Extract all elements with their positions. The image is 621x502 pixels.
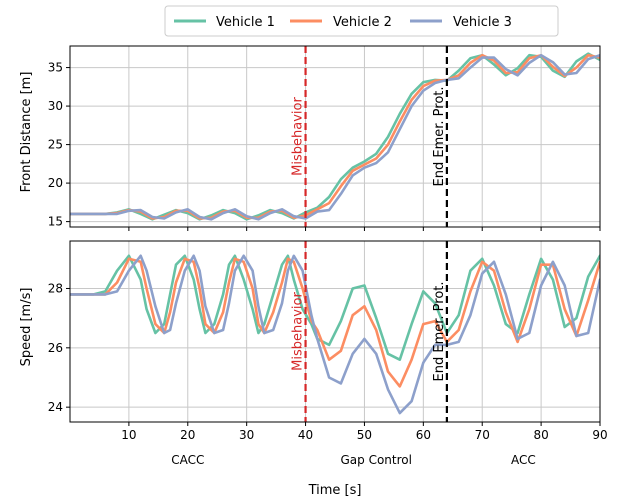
speed-line-vehicle-1 [70, 254, 600, 361]
front-distance-ytick-label-35: 35 [48, 61, 63, 75]
front-distance-line-vehicle-3 [70, 53, 600, 221]
x-tick-label-20: 20 [180, 428, 195, 442]
legend-label-vehicle-1: Vehicle 1 [216, 15, 275, 30]
x-tick-label-60: 60 [416, 428, 431, 442]
legend-label-vehicle-2: Vehicle 2 [333, 15, 392, 30]
speed-ytick-label-26: 26 [48, 341, 63, 355]
speed-axis-label: Speed [m/s] [19, 288, 34, 367]
speed-line-vehicle-2 [70, 257, 600, 388]
legend: Vehicle 1 Vehicle 2 Vehicle 3 [164, 5, 559, 37]
speed-frame [69, 240, 601, 423]
phase-label-2: ACC [511, 453, 536, 467]
speed-event-label-0: Misbehavior [291, 292, 306, 371]
front-distance-ytick-label-20: 20 [48, 176, 63, 190]
phase-label-0: CACC [171, 453, 204, 467]
front-distance-event-label-1: End Emer. Prot. [432, 87, 447, 187]
speed-series [70, 254, 600, 415]
front-distance-ytick-label-30: 30 [48, 99, 63, 113]
panel-speed: Speed [m/s] Misbehavior End Emer. Prot. 24… [19, 240, 608, 442]
speed-line-vehicle-3 [70, 254, 600, 415]
speed-ytick-label-28: 28 [48, 281, 63, 295]
x-tick-label-80: 80 [533, 428, 548, 442]
phase-label-1: Gap Control [340, 453, 411, 467]
panel-front-distance: Front Distance [m] Misbehavior End Emer. … [19, 45, 601, 231]
front-distance-ytick-label-15: 15 [48, 215, 63, 229]
x-tick-label-50: 50 [357, 428, 372, 442]
front-distance-series [70, 52, 600, 221]
front-distance-line-vehicle-2 [70, 53, 600, 220]
x-tick-label-90: 90 [592, 428, 607, 442]
front-distance-ytick-label-25: 25 [48, 138, 63, 152]
front-distance-axis-label: Front Distance [m] [19, 72, 34, 193]
x-tick-label-40: 40 [298, 428, 313, 442]
phase-labels: CACC Gap Control ACC [171, 453, 536, 467]
x-tick-label-70: 70 [475, 428, 490, 442]
x-axis-label: Time [s] [308, 483, 362, 498]
speed-event-label-1: End Emer. Prot. [432, 282, 447, 382]
front-distance-event-label-0: Misbehavior [291, 97, 306, 176]
x-tick-label-30: 30 [239, 428, 254, 442]
legend-frame [164, 5, 559, 37]
x-tick-label-10: 10 [121, 428, 136, 442]
legend-label-vehicle-3: Vehicle 3 [453, 15, 512, 30]
speed-ytick-label-24: 24 [48, 400, 63, 414]
front-distance-frame [69, 45, 601, 228]
